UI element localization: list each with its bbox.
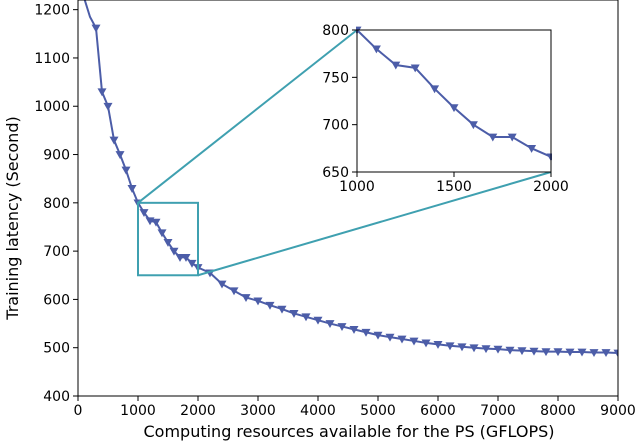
data-point	[97, 88, 107, 97]
data-point	[127, 184, 137, 193]
inset-y-tick-label: 700	[322, 118, 349, 134]
data-point	[301, 313, 311, 322]
data-point	[169, 247, 179, 256]
y-tick-label: 600	[43, 292, 70, 308]
x-tick-label: 9000	[600, 403, 636, 419]
inset-data-point	[488, 133, 498, 142]
data-point	[265, 301, 275, 310]
data-point	[613, 349, 618, 358]
data-point	[337, 323, 347, 331]
inset-x-tick-label: 2000	[533, 179, 569, 195]
data-point	[115, 151, 125, 160]
data-point	[493, 345, 503, 354]
data-point	[289, 310, 299, 318]
data-point	[385, 333, 395, 342]
inset-data-point	[507, 133, 517, 142]
data-point	[163, 239, 173, 247]
data-point	[175, 254, 185, 262]
x-tick-label: 7000	[480, 403, 516, 419]
data-point	[157, 229, 167, 238]
x-tick-label: 6000	[420, 403, 456, 419]
data-point	[541, 348, 551, 357]
inset-data-point	[468, 121, 478, 130]
inset-data-point	[371, 45, 381, 54]
inset-data-point	[410, 64, 420, 73]
data-point	[151, 218, 161, 227]
main-series	[83, 0, 618, 358]
data-point	[313, 316, 323, 325]
x-tick-label: 1000	[120, 403, 156, 419]
zoom-region-box	[137, 201, 199, 277]
y-tick-label: 1000	[34, 99, 70, 115]
x-axis-title: Computing resources available for the PS…	[143, 422, 554, 441]
data-point	[397, 335, 407, 344]
data-point	[409, 337, 419, 346]
y-tick-label: 900	[43, 148, 70, 164]
x-tick-label: 5000	[360, 403, 396, 419]
data-point	[121, 166, 131, 175]
x-tick-label: 3000	[240, 403, 276, 419]
data-point	[517, 347, 527, 356]
data-point	[529, 347, 539, 356]
y-tick-label: 500	[43, 341, 70, 357]
data-point	[445, 342, 455, 351]
x-tick-label: 2000	[180, 403, 216, 419]
inset-data-point	[527, 144, 537, 153]
data-point	[253, 297, 263, 306]
data-point	[589, 349, 599, 358]
data-point	[277, 305, 287, 314]
data-point	[109, 136, 119, 145]
y-tick-label: 800	[43, 196, 70, 212]
x-tick-label: 0	[74, 403, 83, 419]
inset-y-tick-label: 750	[322, 70, 349, 86]
inset-data-point	[430, 85, 440, 94]
data-point	[553, 348, 563, 357]
data-point	[229, 287, 239, 296]
data-point	[241, 294, 251, 302]
data-point	[181, 254, 191, 262]
y-tick-label: 400	[43, 389, 70, 405]
y-tick-label: 700	[43, 244, 70, 260]
data-point	[433, 340, 443, 349]
data-point	[217, 280, 227, 289]
data-point	[601, 349, 611, 358]
data-point	[421, 339, 431, 348]
inset-series	[356, 26, 552, 162]
data-point	[469, 344, 479, 353]
data-point	[481, 345, 491, 354]
inset-x-tick-label: 1000	[339, 179, 375, 195]
data-point	[139, 209, 149, 217]
data-point	[565, 348, 575, 357]
inset-plot: 1000 1500 2000 650 700 750 800	[322, 23, 569, 195]
data-point	[373, 331, 383, 340]
zoom-connector-top	[137, 29, 358, 204]
inset-data-point	[449, 104, 459, 113]
x-tick-label: 8000	[540, 403, 576, 419]
zoom-connector-bottom	[197, 171, 552, 277]
data-point	[457, 343, 467, 352]
inset-x-tick-label: 1500	[436, 179, 472, 195]
x-tick-label: 4000	[300, 403, 336, 419]
inset-background	[357, 30, 551, 172]
data-point	[91, 24, 101, 33]
data-point	[103, 102, 113, 111]
data-point	[577, 348, 587, 357]
y-tick-label: 1200	[34, 3, 70, 19]
y-axis-title: Training latency (Second)	[3, 116, 22, 320]
zoom-connectors	[137, 29, 552, 277]
data-point	[361, 328, 371, 337]
data-point	[349, 325, 359, 334]
main-plot: 0 1000 2000 3000 4000 5000 6000 7000 8000 9000 400…	[34, 0, 636, 419]
inset-data-point	[391, 61, 401, 70]
data-point	[325, 320, 335, 329]
main-axes-frame	[77, 0, 619, 397]
data-point	[505, 346, 515, 355]
inset-y-tick-label: 800	[322, 23, 349, 39]
data-point	[187, 259, 197, 268]
inset-y-tick-label: 650	[322, 165, 349, 181]
y-tick-label: 1100	[34, 51, 70, 67]
